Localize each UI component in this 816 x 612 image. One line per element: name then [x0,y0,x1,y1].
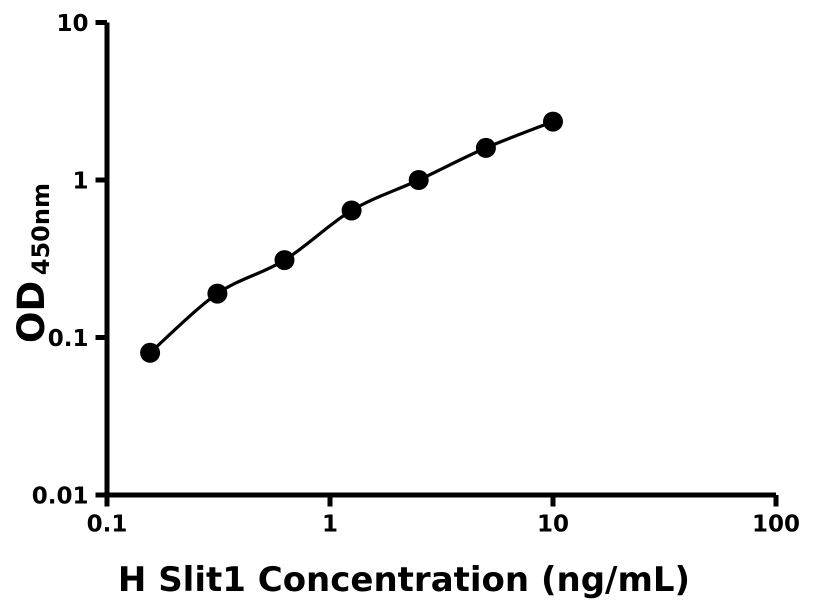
y-axis-title-main: OD [10,281,53,343]
y-tick-label: 0.01 [32,484,89,510]
x-tick-label: 1 [322,512,338,538]
y-axis-title: OD 450nm [10,183,55,343]
data-point [207,283,228,304]
data-point [274,250,295,271]
x-axis-title: H Slit1 Concentration (ng/mL) [118,560,690,600]
x-tick-label: 10 [537,512,569,538]
data-point [475,137,496,158]
data-point [140,342,161,363]
y-tick-label: 1 [72,169,88,195]
y-axis-title-subscript: 450nm [27,183,55,275]
y-tick-label: 0.1 [48,326,89,352]
data-point [543,111,563,132]
data-point [408,170,429,190]
fit-curve [149,120,554,354]
axis-spines [104,22,776,498]
x-tick-label: 0.1 [87,512,128,538]
y-tick-label: 10 [56,11,88,37]
x-tick-label: 100 [752,512,800,538]
data-point [341,200,362,221]
